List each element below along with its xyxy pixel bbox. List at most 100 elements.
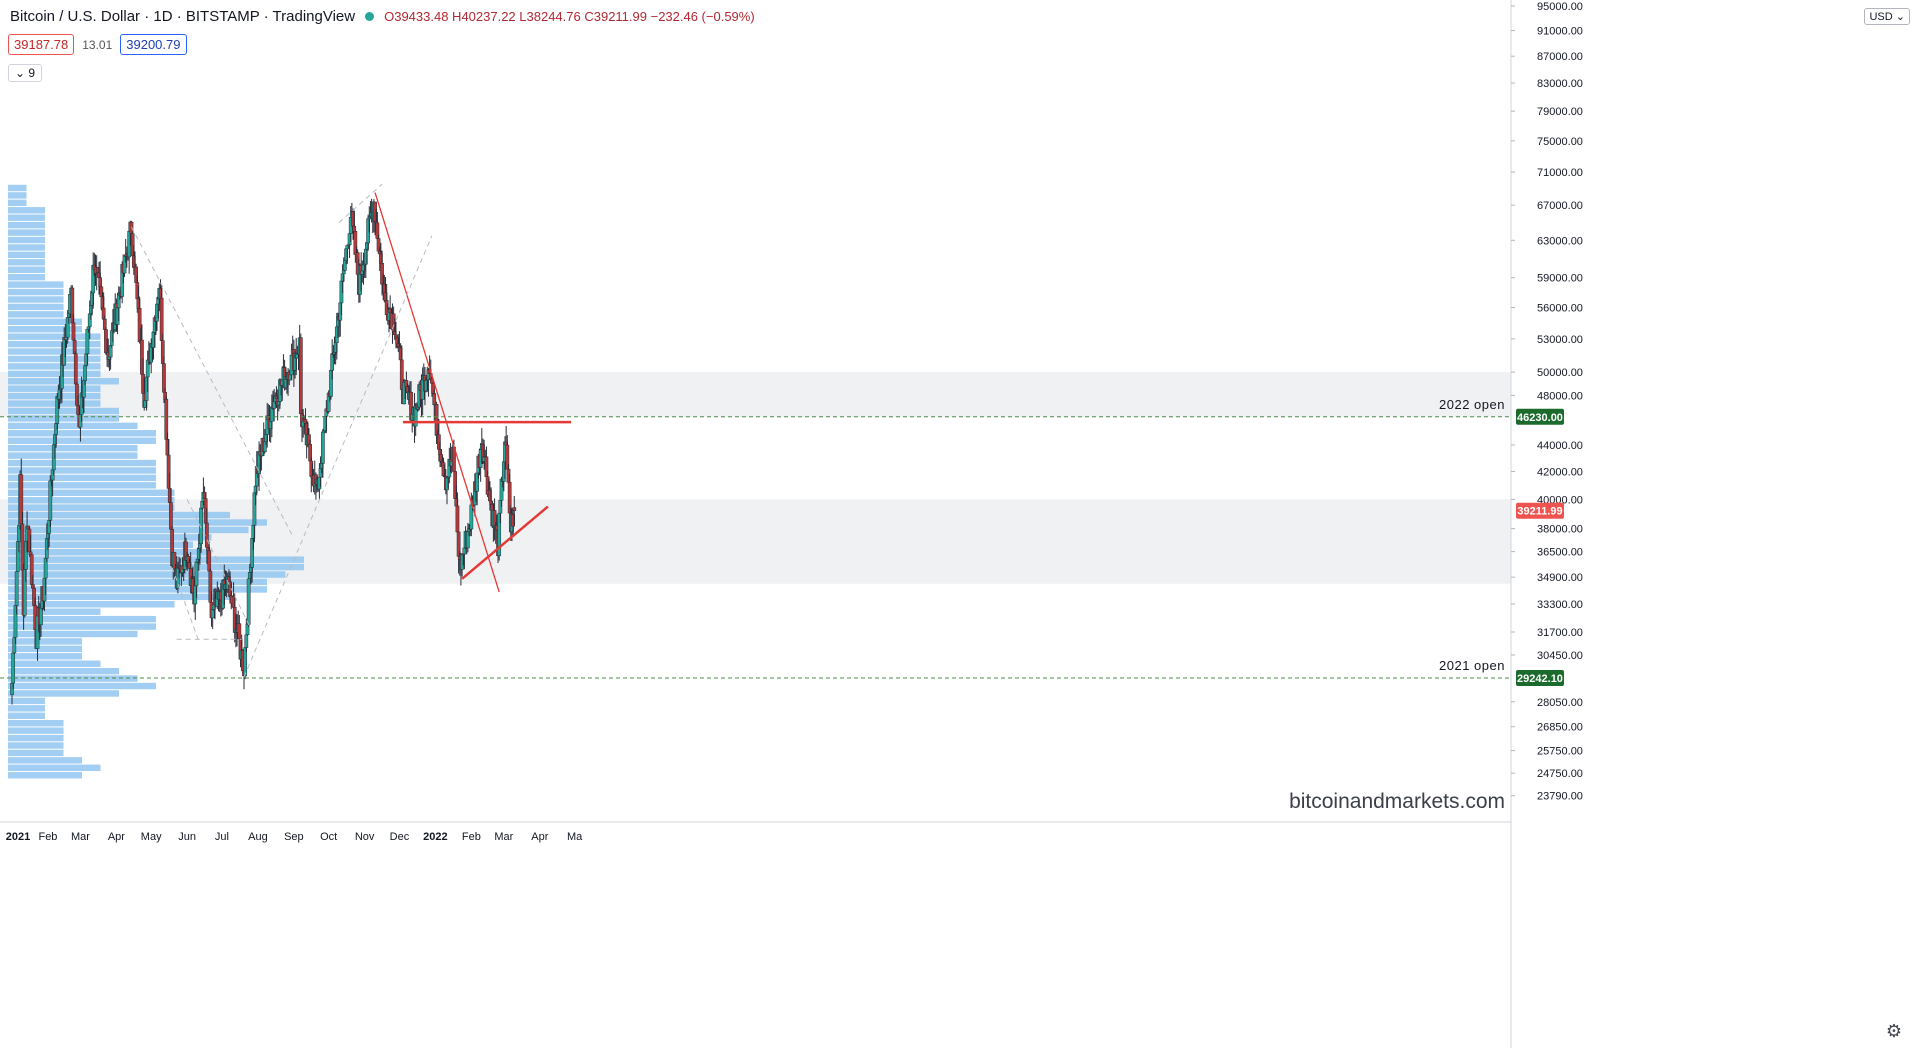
candle-body — [28, 551, 33, 555]
volume-profile-bar — [8, 489, 175, 496]
volume-profile-bar — [8, 326, 82, 333]
volume-profile-bar — [8, 727, 64, 734]
price-tick-label: 44000.00 — [1537, 440, 1583, 452]
volume-profile-bar — [8, 363, 101, 370]
time-tick-label: Feb — [38, 831, 57, 843]
volume-profile-bar — [8, 556, 304, 563]
volume-profile-bar — [8, 437, 156, 444]
volume-profile-bar — [8, 630, 138, 638]
volume-profile-bar — [8, 221, 45, 229]
gear-icon[interactable]: ⚙ — [1885, 1021, 1902, 1041]
time-tick-label: Jul — [215, 831, 229, 843]
volume-profile-bar — [8, 667, 119, 675]
candle — [298, 333, 303, 423]
time-tick-label: Ma — [567, 831, 583, 843]
volume-profile-bar — [8, 251, 45, 259]
dashed-guide-line — [243, 235, 433, 678]
candle — [246, 574, 251, 628]
price-level-tag — [1516, 670, 1564, 687]
time-tick-label: Apr — [531, 831, 548, 843]
market-status-icon — [365, 12, 375, 21]
volume-profile-bar — [8, 653, 82, 660]
volume-profile-bar — [8, 675, 138, 682]
volume-profile-bar — [8, 340, 101, 348]
volume-profile-bar — [8, 645, 82, 653]
candle-body — [20, 523, 25, 571]
time-tick-label: Nov — [355, 831, 375, 843]
volume-profile-bar — [8, 660, 101, 667]
indicator-collapse-button[interactable]: ⌄ 9 — [8, 64, 43, 82]
price-tick-label: 75000.00 — [1537, 136, 1583, 148]
price-tick-label: 36500.00 — [1537, 547, 1583, 559]
volume-profile-bar — [8, 586, 267, 593]
price-tick-label: 71000.00 — [1537, 167, 1583, 179]
volume-profile-bar — [8, 452, 138, 459]
volume-profile-bar — [8, 541, 193, 549]
dashed-guide-line — [186, 499, 251, 627]
candle-body — [246, 578, 251, 625]
descending-trendline — [374, 192, 500, 593]
volume-profile-bar — [8, 608, 101, 615]
price-tick-label: 33300.00 — [1537, 599, 1583, 611]
price-level-tag-label: 29242.10 — [1517, 673, 1563, 685]
candle-body — [85, 328, 90, 355]
volume-profile-bar — [8, 266, 45, 273]
quote-panel: 39187.78 13.01 39200.79 — [8, 34, 187, 55]
volume-profile-bar — [8, 415, 119, 422]
volume-profile-bar — [8, 296, 64, 303]
time-axis: 2021 Feb Mar Apr May Jun Jul Aug Sep Oct Nov Dec 202… — [0, 821, 1511, 843]
candle-body — [83, 365, 87, 381]
currency-select[interactable]: USD ⌄ — [1864, 8, 1910, 25]
volume-profile-bar — [8, 236, 45, 244]
volume-profile-bar — [8, 734, 64, 742]
candle — [512, 495, 517, 525]
ohlc-readout: O39433.48 H40237.22 L38244.76 C39211.99 … — [384, 9, 755, 24]
volume-profile-bar — [8, 355, 101, 363]
dashed-guide-line — [171, 567, 200, 642]
last-price-label: 39211.99 — [1517, 506, 1562, 518]
volume-profile-bar — [8, 281, 64, 288]
time-tick-label: 2022 — [423, 831, 447, 843]
price-tick-label: 26850.00 — [1537, 722, 1583, 734]
symbol-title[interactable]: Bitcoin / U.S. Dollar · 1D · BITSTAMP · … — [10, 8, 356, 25]
volume-profile-bar — [8, 705, 45, 712]
volume-profile-bar — [8, 199, 27, 207]
price-zone — [0, 372, 1511, 417]
price-tick-label: 91000.00 — [1537, 26, 1583, 38]
time-tick-label: Apr — [108, 831, 125, 843]
volume-profile-bar — [8, 244, 45, 251]
volume-profile-bar — [8, 303, 64, 311]
price-tick-label: 48000.00 — [1537, 390, 1583, 402]
chart-header: Bitcoin / U.S. Dollar · 1D · BITSTAMP · … — [10, 8, 755, 25]
buy-price-button[interactable]: 39200.79 — [120, 34, 187, 55]
sell-price-button[interactable]: 39187.78 — [8, 34, 75, 55]
candle-body — [512, 507, 517, 511]
candle-body — [98, 277, 103, 288]
price-tick-label: 38000.00 — [1537, 524, 1583, 536]
volume-profile-bar — [8, 444, 138, 452]
volume-profile-bar — [8, 601, 175, 608]
volume-profile-bar — [8, 690, 119, 697]
chevron-down-icon: ⌄ — [1895, 11, 1905, 23]
price-tick-label: 83000.00 — [1537, 78, 1583, 90]
volume-profile-bar — [8, 623, 156, 630]
volume-profile-bar — [8, 578, 267, 586]
spread-value: 13.01 — [82, 37, 113, 52]
volume-profile-bar — [8, 593, 230, 601]
price-tick-label: 56000.00 — [1537, 302, 1583, 314]
support-trendline — [461, 505, 549, 580]
volume-profile-bar — [8, 712, 45, 719]
volume-profile-bar — [8, 697, 45, 705]
volume-profile-bar — [8, 430, 156, 437]
last-price-tag — [1516, 502, 1564, 519]
volume-profile-bar — [8, 534, 212, 541]
volume-profile-bar — [8, 400, 101, 407]
price-tick-label: 95000.00 — [1537, 1, 1583, 13]
volume-profile-bar — [8, 392, 101, 400]
volume-profile-bar — [8, 348, 101, 355]
price-tick-label: 53000.00 — [1537, 334, 1583, 346]
price-tick-label: 50000.00 — [1537, 367, 1583, 379]
volume-profile-bar — [8, 757, 82, 764]
dashed-guide-line — [338, 183, 383, 223]
